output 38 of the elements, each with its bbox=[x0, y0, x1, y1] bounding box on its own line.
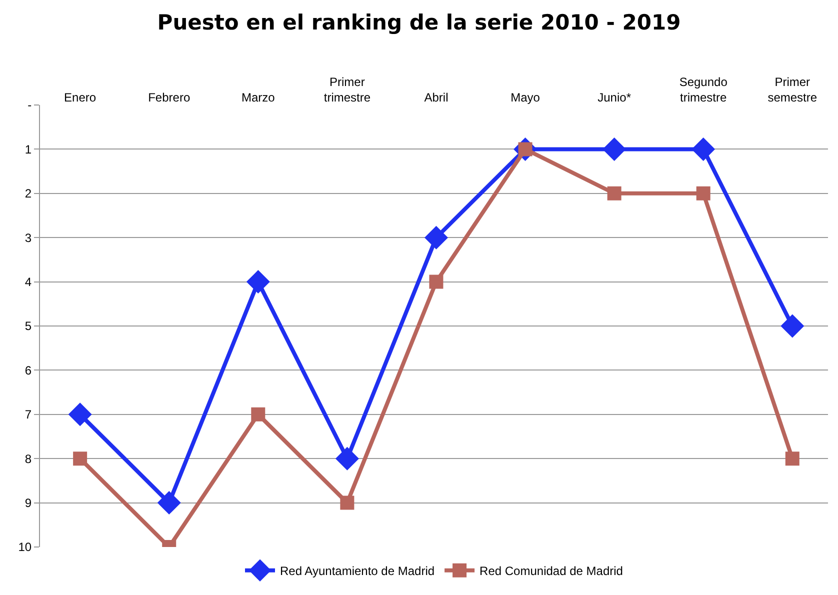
x-tick-label: Febrero bbox=[148, 90, 190, 105]
point bbox=[251, 407, 266, 422]
point bbox=[340, 496, 354, 510]
y-tick-label: 1 bbox=[24, 142, 32, 156]
point bbox=[336, 447, 359, 470]
point bbox=[785, 452, 800, 466]
y-tick-label: 9 bbox=[24, 496, 32, 510]
x-tick-label: Segundo trimestre bbox=[679, 75, 728, 105]
x-tick-label: Primer trimestre bbox=[324, 75, 371, 105]
y-tick-label: 10 bbox=[18, 540, 32, 554]
y-tick-label: 6 bbox=[24, 363, 32, 378]
y-tick-label: 2 bbox=[24, 186, 32, 201]
point bbox=[692, 138, 715, 161]
x-tick-label: Primer semestre bbox=[768, 75, 818, 105]
point bbox=[158, 491, 181, 514]
point bbox=[602, 138, 626, 161]
x-tick-label: Marzo bbox=[241, 90, 276, 105]
y-tick-label: - bbox=[28, 98, 32, 112]
legend-label: Red Comunidad de Madrid bbox=[480, 564, 623, 578]
point bbox=[696, 186, 710, 200]
x-tick-label: Abril bbox=[424, 90, 448, 105]
point bbox=[424, 226, 448, 250]
point bbox=[429, 274, 444, 289]
chart-title: Puesto en el ranking de la serie 2010 - 2019 bbox=[157, 10, 681, 35]
point bbox=[73, 452, 88, 466]
y-tick-label: 4 bbox=[24, 275, 32, 289]
y-tick-label: 5 bbox=[24, 319, 32, 334]
legend-label: Red Ayuntamiento de Madrid bbox=[280, 564, 435, 578]
point bbox=[68, 402, 92, 426]
x-tick-label: Mayo bbox=[510, 90, 540, 105]
x-tick-label: Enero bbox=[64, 90, 96, 105]
y-tick-label: 3 bbox=[24, 230, 32, 245]
point bbox=[780, 314, 804, 338]
y-tick-label: 7 bbox=[24, 408, 32, 422]
x-tick-label: Junio* bbox=[598, 90, 632, 105]
point bbox=[246, 270, 270, 294]
point bbox=[607, 186, 622, 200]
y-tick-label: 8 bbox=[24, 452, 32, 466]
